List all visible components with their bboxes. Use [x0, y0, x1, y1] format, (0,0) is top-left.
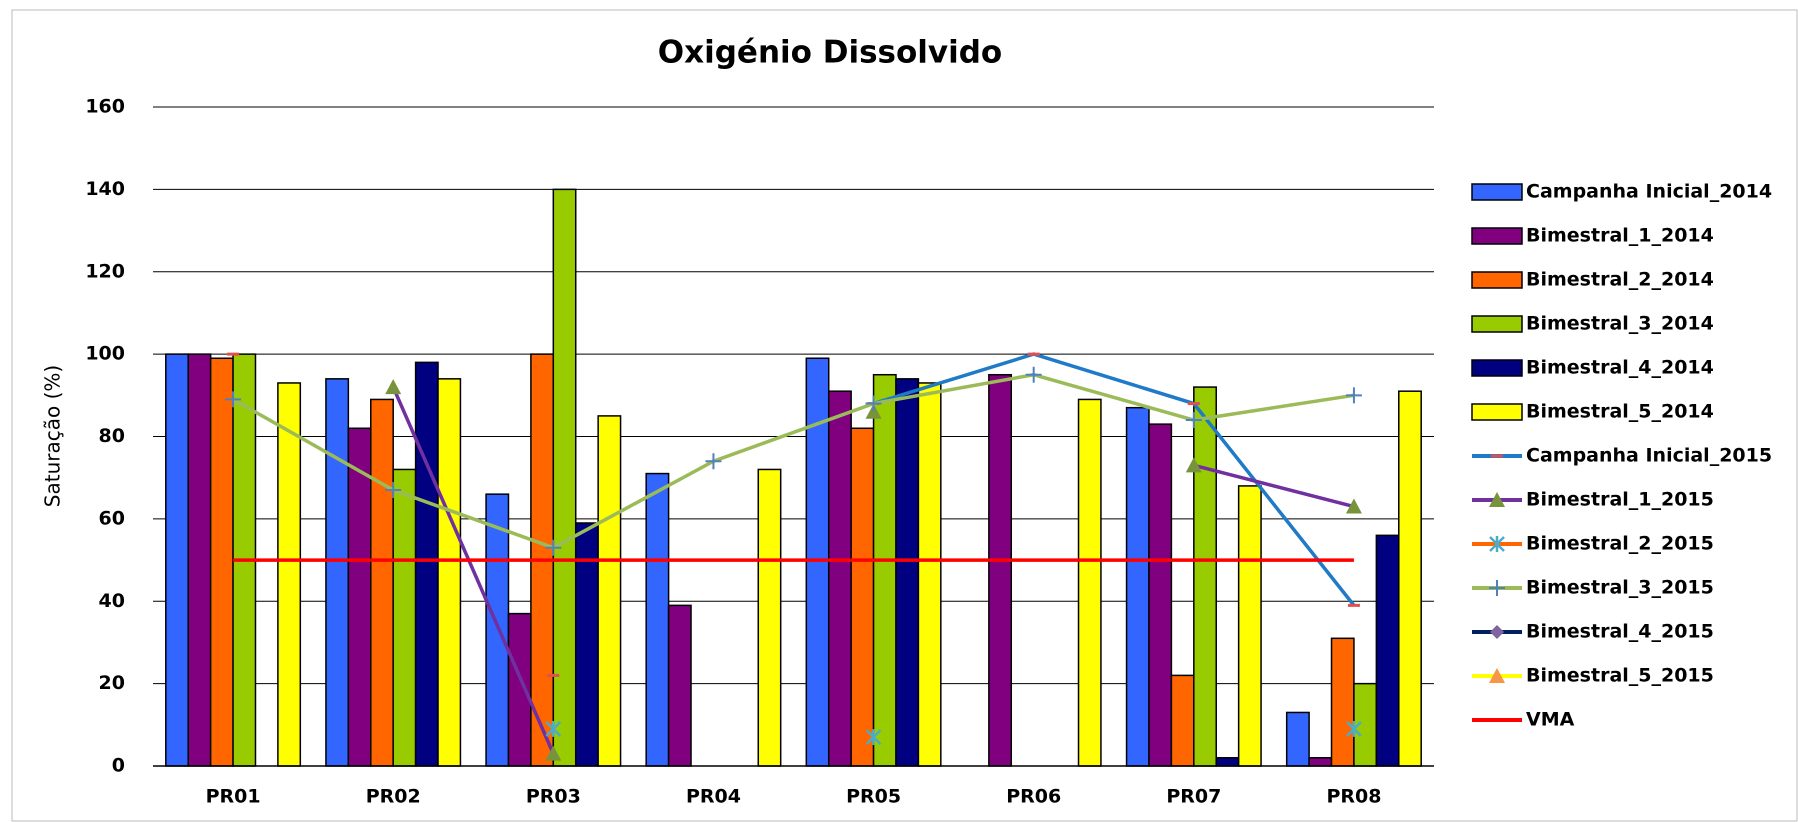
bar [988, 373, 1013, 767]
y-tick-label: 80 [99, 425, 125, 447]
bar [277, 382, 302, 767]
line-marker [545, 539, 562, 556]
bar [165, 353, 189, 767]
line-marker [705, 453, 722, 470]
legend-label: Bimestral_4_2014 [1526, 357, 1714, 379]
bar [1398, 390, 1422, 767]
bar [850, 427, 875, 767]
line-marker [385, 482, 402, 499]
bar [1170, 674, 1195, 767]
line-marker [385, 379, 402, 395]
y-tick-label: 20 [99, 672, 125, 694]
y-tick-label: 160 [85, 96, 125, 118]
y-tick-label: 100 [85, 343, 125, 365]
x-tick-label: PR07 [1166, 786, 1221, 808]
bar [437, 378, 462, 767]
line-marker [545, 720, 562, 737]
x-tick-label: PR06 [1006, 786, 1061, 808]
bar [1308, 757, 1333, 767]
line-marker [1185, 412, 1202, 429]
bar [1125, 406, 1150, 767]
legend-label: Bimestral_5_2015 [1526, 665, 1714, 687]
legend-label: Bimestral_5_2014 [1526, 401, 1714, 423]
line-marker [865, 729, 882, 746]
legend-label: Bimestral_1_2014 [1526, 225, 1714, 247]
x-tick-label: PR02 [366, 786, 421, 808]
x-tick-label: PR03 [526, 786, 581, 808]
line-marker [1185, 457, 1202, 473]
bar [757, 468, 782, 767]
y-axis-label: Saturação (%) [41, 365, 65, 507]
bar [1375, 534, 1400, 767]
chart-title: Oxigénio Dissolvido [658, 35, 1002, 71]
x-tick-label: PR08 [1326, 786, 1381, 808]
legend-label: Campanha Inicial_2015 [1526, 445, 1772, 467]
bar [325, 378, 350, 767]
y-tick-label: 120 [85, 260, 125, 282]
bar [187, 353, 212, 767]
legend-label: Bimestral_3_2014 [1526, 313, 1714, 335]
legend-swatch [1471, 183, 1523, 201]
line-marker [1025, 366, 1042, 383]
bar [827, 390, 852, 767]
bar [895, 378, 920, 767]
legend-marker [1489, 536, 1505, 552]
bar [1285, 711, 1310, 767]
line-marker [1345, 498, 1362, 514]
bar [370, 398, 394, 767]
x-tick-label: PR01 [206, 786, 261, 808]
bar [1237, 485, 1262, 767]
bar [209, 357, 234, 767]
legend-label: Bimestral_4_2015 [1526, 621, 1714, 643]
legend-swatch [1471, 359, 1523, 377]
line-marker [225, 391, 242, 408]
legend-marker [1489, 580, 1505, 596]
legend-swatch [1471, 227, 1523, 245]
y-tick-label: 60 [99, 507, 125, 529]
line [873, 352, 1356, 607]
legend-marker [1489, 492, 1505, 507]
bar [667, 604, 692, 767]
bar [1077, 398, 1102, 767]
bar [597, 415, 622, 767]
bar [645, 472, 670, 767]
legend-label: Bimestral_2_2015 [1526, 533, 1714, 555]
line-marker [1345, 387, 1362, 404]
bar [1148, 423, 1173, 767]
line-marker [865, 395, 882, 412]
legend-label: VMA [1526, 709, 1575, 731]
bar [485, 493, 510, 767]
bar [392, 468, 417, 767]
y-tick-label: 40 [99, 590, 125, 612]
bar [1193, 386, 1217, 767]
x-tick-label: PR05 [846, 786, 901, 808]
bar [917, 382, 942, 767]
line-marker [1346, 720, 1362, 737]
line [391, 386, 1355, 755]
bar [552, 188, 577, 767]
legend-label: Bimestral_1_2015 [1526, 489, 1714, 511]
x-tick-label: PR04 [686, 786, 741, 808]
legend-marker [1489, 668, 1505, 683]
bar [414, 361, 439, 767]
legend-label: Campanha Inicial_2014 [1526, 181, 1772, 203]
legend-label: Bimestral_3_2015 [1526, 577, 1714, 599]
y-tick-label: 140 [85, 178, 125, 200]
line-marker [545, 745, 562, 761]
y-tick-label: 0 [112, 755, 125, 777]
legend-swatch [1471, 403, 1523, 421]
legend-swatch [1471, 271, 1523, 289]
legend-swatch [1471, 315, 1523, 333]
bar [872, 373, 897, 767]
bar [1330, 637, 1355, 767]
legend-label: Bimestral_2_2014 [1526, 269, 1714, 291]
bar [347, 427, 372, 767]
bar [1215, 757, 1240, 767]
line [232, 372, 1355, 550]
legend-marker [1490, 625, 1504, 639]
bar [507, 612, 532, 767]
